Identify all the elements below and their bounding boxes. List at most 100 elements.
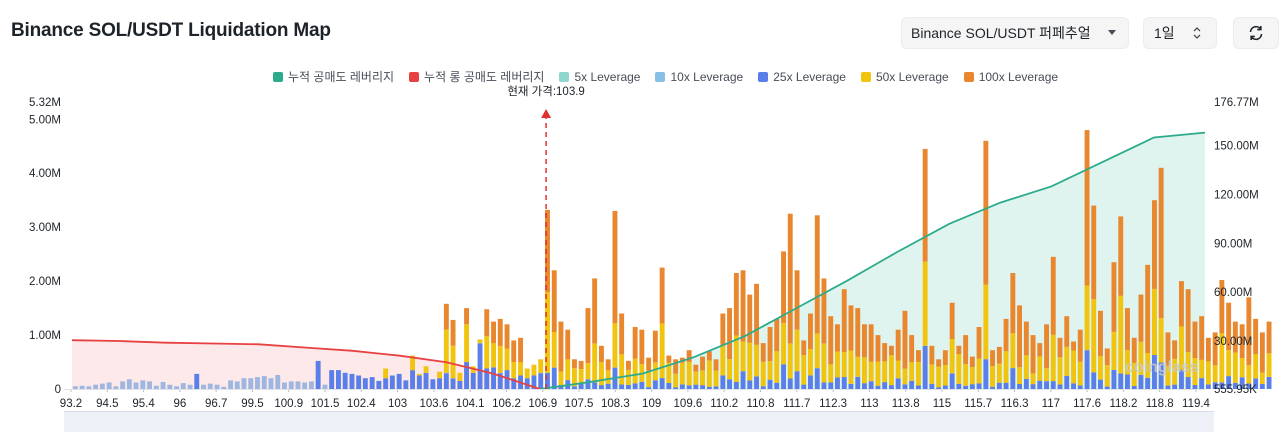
y-right-tick-label: 555.95K — [1214, 384, 1257, 396]
bar-100x — [619, 313, 625, 355]
bar-25x — [1104, 386, 1110, 389]
bar-25x — [868, 381, 874, 389]
x-tick-label: 109 — [642, 398, 661, 410]
legend-item[interactable]: 누적 공매도 레버리지 — [273, 68, 394, 85]
bar-50x — [410, 355, 415, 371]
bar-25x — [1259, 383, 1265, 389]
bar-50x — [491, 343, 496, 368]
bar-25x — [619, 384, 625, 389]
bar-25x — [976, 383, 982, 389]
bar-100x — [551, 270, 557, 332]
legend-item[interactable]: 5x Leverage — [559, 68, 640, 85]
y-right-tick-label: 150.00M — [1214, 141, 1259, 153]
bar-10x — [120, 381, 126, 389]
bar-25x — [1239, 377, 1245, 389]
bar-50x — [990, 366, 995, 387]
bar-100x — [565, 329, 571, 360]
y-left-tick-label: 3.00M — [29, 222, 61, 234]
legend-label: 100x Leverage — [978, 69, 1059, 84]
bar-25x — [1010, 368, 1016, 389]
bar-50x — [1199, 359, 1205, 379]
bar-10x — [167, 384, 173, 389]
bar-50x — [976, 358, 982, 384]
y-left-tick-label: 1.00M — [29, 330, 61, 342]
legend-item[interactable]: 100x Leverage — [963, 68, 1059, 85]
bar-25x — [538, 372, 544, 389]
bar-50x — [416, 373, 422, 376]
bar-100x — [1165, 332, 1171, 366]
range-slider[interactable] — [64, 411, 1214, 432]
bar-25x — [801, 384, 807, 389]
bar-100x — [949, 302, 955, 339]
bar-50x — [1253, 353, 1259, 379]
cumulative-long-area — [72, 340, 541, 389]
bar-25x — [1057, 384, 1063, 389]
bar-50x — [1239, 357, 1245, 378]
bar-50x — [531, 364, 537, 376]
bar-50x — [423, 366, 429, 373]
bar-25x — [450, 378, 456, 389]
bar-100x — [605, 359, 611, 371]
bar-100x — [902, 310, 908, 369]
legend-item[interactable]: 50x Leverage — [860, 68, 949, 85]
bar-50x — [740, 341, 746, 372]
bar-25x — [1226, 376, 1232, 389]
bar-50x — [902, 368, 908, 385]
bar-25x — [572, 386, 577, 389]
timeframe-select[interactable]: 1일 — [1143, 17, 1217, 49]
bar-50x — [808, 349, 813, 376]
legend-swatch — [559, 71, 570, 82]
bar-50x — [1131, 362, 1137, 386]
bar-100x — [848, 305, 854, 351]
legend-item[interactable]: 10x Leverage — [655, 68, 743, 85]
bar-50x — [889, 355, 894, 386]
bar-25x — [713, 386, 719, 389]
bar-25x — [767, 379, 773, 389]
x-tick-label: 117.6 — [1073, 398, 1101, 410]
bar-100x — [1098, 310, 1103, 357]
legend-item[interactable]: 25x Leverage — [758, 68, 846, 85]
pair-select[interactable]: Binance SOL/USDT 퍼페추얼 — [901, 17, 1129, 49]
bar-50x — [727, 359, 732, 380]
bar-100x — [666, 355, 672, 363]
bar-100x — [774, 318, 780, 352]
bar-50x — [383, 368, 389, 379]
bar-50x — [1071, 350, 1076, 384]
bar-100x — [599, 345, 604, 363]
bar-25x — [1145, 377, 1151, 389]
bar-100x — [1219, 280, 1225, 334]
bar-25x — [1044, 381, 1049, 389]
bar-25x — [774, 382, 780, 389]
refresh-button[interactable] — [1233, 17, 1279, 49]
bar-50x — [652, 362, 658, 381]
bar-100x — [835, 324, 840, 352]
bar-50x — [774, 351, 780, 383]
bar-100x — [929, 345, 935, 365]
bar-25x — [605, 383, 611, 389]
bar-10x — [106, 382, 112, 389]
bar-25x — [592, 382, 598, 389]
bar-25x — [895, 378, 901, 389]
bar-50x — [1138, 341, 1144, 375]
bar-100x — [1185, 289, 1191, 353]
bar-100x — [484, 309, 490, 337]
bar-50x — [706, 360, 712, 387]
bar-25x — [922, 345, 928, 389]
legend-label: 누적 롱 공매도 레버리지 — [424, 70, 545, 84]
legend-swatch — [963, 71, 974, 82]
bar-10x — [140, 380, 146, 389]
bar-100x — [983, 140, 989, 285]
legend-item[interactable]: 누적 롱 공매도 레버리지 — [409, 68, 544, 85]
bar-25x — [969, 384, 975, 389]
bar-50x — [578, 369, 584, 384]
bar-50x — [787, 343, 793, 379]
bar-25x — [369, 377, 375, 389]
bar-25x — [457, 380, 463, 389]
bar-50x — [862, 357, 867, 384]
bar-50x — [1064, 346, 1070, 376]
bar-25x — [1185, 377, 1191, 389]
current-price-label: 현재 가격:103.9 — [507, 84, 585, 98]
bar-25x — [504, 370, 510, 389]
bar-50x — [457, 372, 463, 381]
bar-25x — [949, 373, 955, 389]
